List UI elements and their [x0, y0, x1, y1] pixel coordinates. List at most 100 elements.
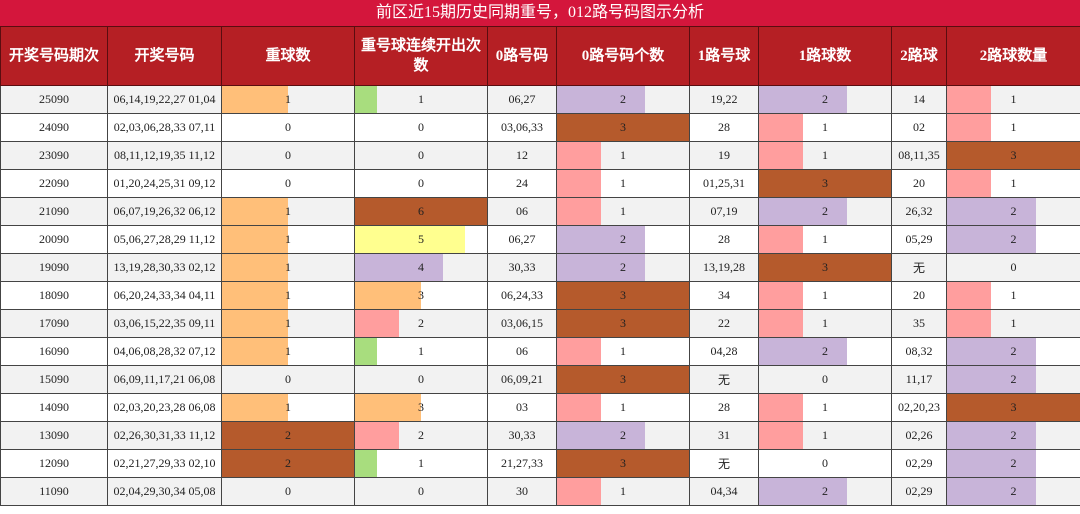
- table-row: 20090 05,06,27,28,29 11,12 1 5 06,27 2 28 1 05,2…: [0, 225, 1080, 254]
- value-bar: [947, 282, 992, 309]
- cell-value: 0: [418, 484, 424, 498]
- column-header: 重号球连续开出次数: [354, 26, 488, 86]
- cell-value: 0: [285, 372, 291, 386]
- cell-text: 04,34: [689, 477, 759, 506]
- value-bar: [557, 114, 689, 141]
- cell-text: 无: [891, 253, 947, 282]
- value-bar: [759, 170, 891, 197]
- cell-value: 1: [285, 316, 291, 330]
- value-bar: [759, 282, 803, 309]
- cell-value: 3: [418, 288, 424, 302]
- cell-value: 2: [1010, 232, 1017, 246]
- chart-title: 前区近15期历史同期重号，012路号码图示分析: [0, 0, 1080, 26]
- cell-text: 06,27: [487, 225, 557, 254]
- cell-text: 20090: [0, 225, 108, 254]
- value-bar: [355, 254, 443, 281]
- column-header: 2路球: [891, 26, 947, 86]
- cell-text: 11090: [0, 477, 108, 506]
- cell-value: 2: [1010, 456, 1017, 470]
- value-bar: [947, 170, 992, 197]
- cell-value: 5: [418, 232, 424, 246]
- value-bar: [759, 338, 847, 365]
- cell-value: 1: [620, 176, 626, 190]
- cell-value: 2: [1010, 204, 1017, 218]
- cell-value: 1: [1010, 316, 1017, 330]
- cell-value: 2: [822, 92, 828, 106]
- cell-value: 1: [620, 148, 626, 162]
- cell-text: 06,20,24,33,34 04,11: [107, 281, 222, 310]
- value-bar: [557, 450, 689, 477]
- cell-value: 0: [285, 120, 291, 134]
- value-bar: [355, 422, 399, 449]
- cell-value: 2: [822, 204, 828, 218]
- table-row: 24090 02,03,06,28,33 07,11 0 0 03,06,33 3 28 1 0…: [0, 113, 1080, 142]
- table-row: 23090 08,11,12,19,35 11,12 0 0 12 1 19 1 08,11,3…: [0, 141, 1080, 170]
- cell-text: 20: [891, 281, 947, 310]
- cell-text: 21090: [0, 197, 108, 226]
- value-bar: [557, 86, 645, 113]
- cell-text: 06,09,21: [487, 365, 557, 394]
- value-bar: [355, 394, 421, 421]
- value-bar: [355, 310, 399, 337]
- cell-value: 0: [418, 148, 424, 162]
- cell-value: 2: [1010, 344, 1017, 358]
- cell-value: 0: [418, 120, 424, 134]
- cell-value: 1: [620, 400, 626, 414]
- cell-text: 08,11,12,19,35 11,12: [107, 141, 222, 170]
- cell-value: 1: [285, 204, 291, 218]
- cell-value: 1: [620, 344, 626, 358]
- cell-value: 1: [285, 400, 291, 414]
- value-bar: [557, 366, 689, 393]
- cell-value: 0: [822, 456, 828, 470]
- cell-value: 0: [1010, 260, 1017, 274]
- cell-value: 0: [285, 148, 291, 162]
- value-bar: [947, 394, 1080, 421]
- cell-value: 1: [822, 288, 828, 302]
- value-bar: [759, 226, 803, 253]
- cell-text: 15090: [0, 365, 108, 394]
- cell-value: 2: [418, 316, 424, 330]
- value-bar: [759, 198, 847, 225]
- value-bar: [557, 478, 601, 505]
- cell-value: 1: [285, 232, 291, 246]
- value-bar: [355, 86, 377, 113]
- column-header: 0路号码个数: [556, 26, 690, 86]
- cell-value: 2: [620, 92, 626, 106]
- cell-value: 1: [285, 260, 291, 274]
- cell-text: 07,19: [689, 197, 759, 226]
- cell-value: 2: [1010, 484, 1017, 498]
- cell-text: 01,20,24,25,31 09,12: [107, 169, 222, 198]
- cell-value: 3: [620, 288, 626, 302]
- value-bar: [222, 254, 288, 281]
- cell-text: 14: [891, 85, 947, 114]
- value-bar: [222, 310, 288, 337]
- cell-value: 0: [822, 372, 828, 386]
- cell-text: 19,22: [689, 85, 759, 114]
- cell-text: 31: [689, 421, 759, 450]
- cell-text: 06,24,33: [487, 281, 557, 310]
- cell-value: 3: [620, 372, 626, 386]
- table-row: 12090 02,21,27,29,33 02,10 2 1 21,27,33 3 无 0 02…: [0, 449, 1080, 478]
- cell-text: 24: [487, 169, 557, 198]
- cell-text: 30,33: [487, 253, 557, 282]
- cell-text: 17090: [0, 309, 108, 338]
- cell-value: 1: [822, 400, 828, 414]
- value-bar: [759, 422, 803, 449]
- cell-value: 0: [418, 176, 424, 190]
- table-row: 17090 03,06,15,22,35 09,11 1 2 03,06,15 3 22 1 3…: [0, 309, 1080, 338]
- cell-value: 1: [418, 344, 424, 358]
- value-bar: [759, 114, 803, 141]
- column-header: 开奖号码期次: [0, 26, 108, 86]
- analysis-table: 开奖号码期次 开奖号码 重球数 重号球连续开出次数 0路号码 0路号码个数 1路号球 1路球数…: [0, 26, 1080, 506]
- cell-value: 2: [1010, 428, 1017, 442]
- value-bar: [947, 142, 1080, 169]
- table-body: 25090 06,14,19,22,27 01,04 1 1 06,27 2 19,22 2 1…: [0, 85, 1080, 506]
- value-bar: [947, 478, 1036, 505]
- cell-value: 1: [1010, 288, 1017, 302]
- cell-text: 13090: [0, 421, 108, 450]
- cell-text: 02,26: [891, 421, 947, 450]
- value-bar: [947, 226, 1036, 253]
- value-bar: [355, 282, 421, 309]
- cell-value: 2: [285, 428, 291, 442]
- value-bar: [222, 226, 288, 253]
